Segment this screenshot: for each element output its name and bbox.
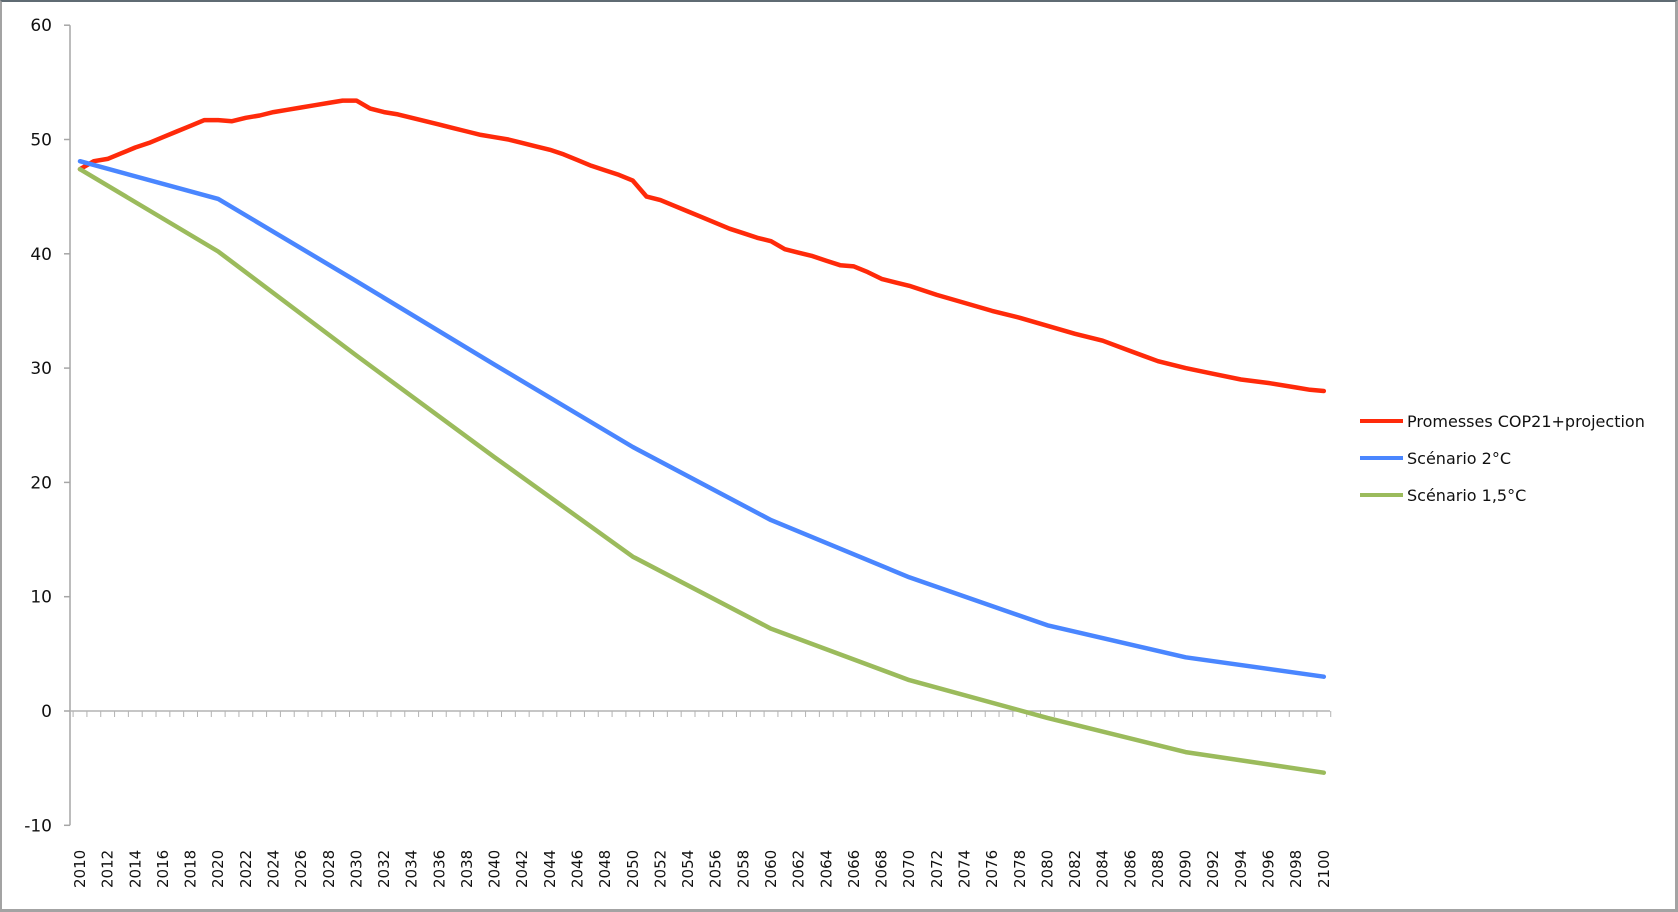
- y-tick-label: 40: [30, 245, 52, 265]
- x-tick-label: 2010: [71, 850, 89, 888]
- y-axis: 60 50 40 30 20 10 0 -10: [24, 16, 71, 836]
- legend-item-cop21: Promesses COP21+projection: [1360, 412, 1645, 431]
- x-tick-label: 2046: [569, 850, 587, 888]
- x-tick-label: 2090: [1177, 850, 1195, 888]
- x-tick-label: 2078: [1011, 850, 1029, 888]
- y-tick-label: 30: [30, 359, 52, 379]
- x-tick-label: 2054: [679, 850, 697, 888]
- x-tick-label: 2032: [375, 850, 393, 888]
- x-tick-label: 2064: [817, 850, 835, 888]
- legend-label-2c: Scénario 2°C: [1407, 449, 1511, 468]
- x-tick-label: 2098: [1287, 850, 1305, 888]
- x-axis: 2010 2012 2014 2016 2018 2020 2022 2024 2026 2028…: [70, 710, 1333, 888]
- x-tick-label: 2014: [126, 850, 144, 888]
- x-tick-label: 2020: [209, 850, 227, 888]
- legend-label-1-5c: Scénario 1,5°C: [1407, 486, 1526, 505]
- series-line-2c: [77, 158, 1327, 679]
- x-tick-label: 2082: [1066, 850, 1084, 888]
- x-tick-label: 2026: [292, 850, 310, 888]
- x-tick-label: 2086: [1121, 850, 1139, 888]
- y-tick-label: 10: [30, 588, 52, 608]
- y-tick-label: -10: [24, 816, 52, 836]
- x-tick-label: 2076: [983, 850, 1001, 888]
- legend-item-2c: Scénario 2°C: [1360, 449, 1511, 468]
- x-tick-label: 2044: [541, 850, 559, 888]
- x-tick-label: 2100: [1315, 850, 1333, 888]
- x-tick-label: 2092: [1204, 850, 1222, 888]
- x-tick-label: 2040: [486, 850, 504, 888]
- x-tick-label: 2022: [237, 850, 255, 888]
- x-tick-label: 2058: [734, 850, 752, 888]
- x-tick-label: 2088: [1149, 850, 1167, 888]
- x-tick-label: 2016: [154, 850, 172, 888]
- x-tick-label: 2080: [1038, 850, 1056, 888]
- series-line-1-5c: [77, 166, 1327, 775]
- x-tick-label: 2042: [513, 850, 531, 888]
- x-tick-label: 2062: [790, 850, 808, 888]
- x-tick-label: 2030: [347, 850, 365, 888]
- series-lines: [77, 98, 1327, 775]
- x-tick-label: 2084: [1094, 850, 1112, 888]
- x-tick-label: 2060: [762, 850, 780, 888]
- x-tick-label: 2034: [403, 850, 421, 888]
- x-tick-label: 2028: [320, 850, 338, 888]
- series-line-cop21: [77, 98, 1327, 394]
- x-tick-label: 2036: [430, 850, 448, 888]
- x-tick-label: 2052: [651, 850, 669, 888]
- legend-label-cop21: Promesses COP21+projection: [1407, 412, 1645, 431]
- x-tick-label: 2066: [845, 850, 863, 888]
- x-tick-label: 2074: [955, 850, 973, 888]
- x-tick-label: 2012: [99, 850, 117, 888]
- x-tick-label: 2050: [624, 850, 642, 888]
- legend: Promesses COP21+projection Scénario 2°C …: [1360, 412, 1645, 505]
- y-tick-label: 20: [30, 473, 52, 493]
- x-tick-label: 2038: [458, 850, 476, 888]
- x-tick-label: 2096: [1260, 850, 1278, 888]
- legend-item-1-5c: Scénario 1,5°C: [1360, 486, 1526, 505]
- x-tick-label: 2048: [596, 850, 614, 888]
- x-tick-label: 2070: [900, 850, 918, 888]
- x-tick-label: 2072: [928, 850, 946, 888]
- x-tick-label: 2024: [264, 850, 282, 888]
- x-tick-label: 2094: [1232, 850, 1250, 888]
- y-tick-label: 0: [41, 702, 52, 722]
- x-tick-label: 2068: [873, 850, 891, 888]
- y-tick-label: 50: [30, 131, 52, 151]
- x-tick-label: 2018: [182, 850, 200, 888]
- y-tick-label: 60: [30, 16, 52, 36]
- x-tick-label: 2056: [707, 850, 725, 888]
